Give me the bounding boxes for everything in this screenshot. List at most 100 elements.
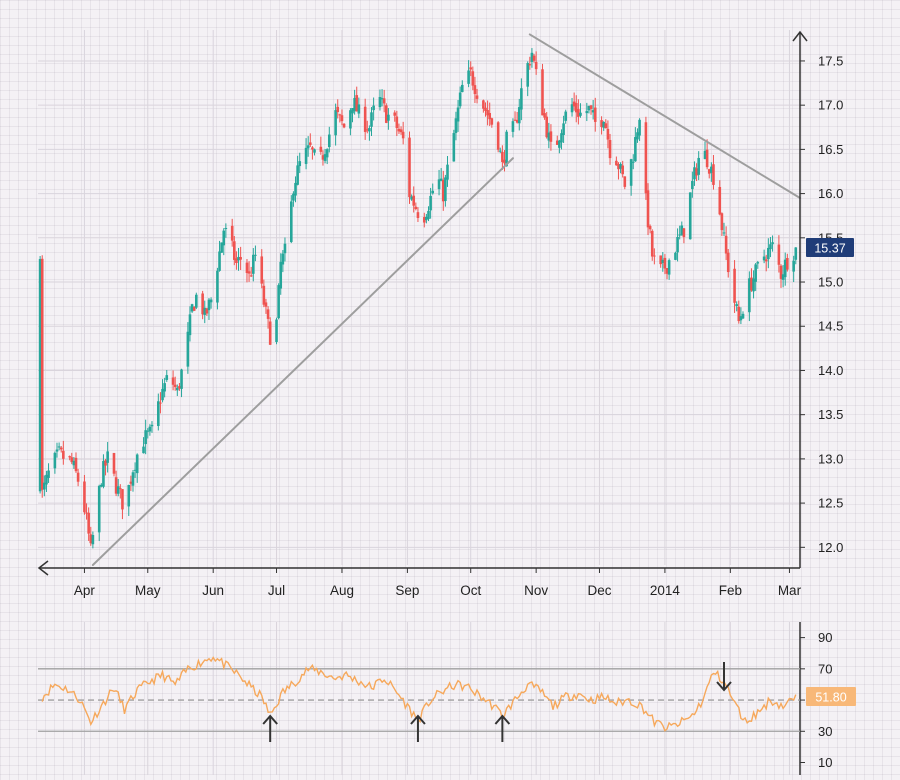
x-tick-label: Oct [460, 583, 481, 598]
candle [349, 108, 352, 136]
candle [513, 111, 517, 121]
candle-body [748, 278, 751, 313]
candle [163, 377, 166, 398]
candle-body [431, 190, 435, 194]
candle-body [218, 251, 221, 271]
candle [617, 162, 620, 180]
y-tick-label: 12.0 [818, 540, 843, 555]
candle [245, 258, 249, 283]
candle-body [57, 446, 61, 448]
candle [308, 133, 312, 147]
candle-body [298, 161, 302, 167]
candle [283, 237, 287, 262]
candle [644, 116, 648, 200]
candle-body [756, 262, 760, 264]
candle [292, 191, 295, 207]
gridlines [38, 30, 800, 775]
candle [718, 180, 722, 216]
candle-body [281, 253, 285, 265]
candle [218, 240, 221, 272]
x-tick-label: Nov [524, 583, 548, 598]
candle-body [520, 88, 523, 110]
candle-body [165, 375, 169, 380]
candle-body [397, 128, 401, 132]
candle-body [323, 154, 327, 161]
candle-body [703, 150, 707, 160]
candle-body [72, 460, 76, 466]
candle-body [665, 268, 669, 274]
candle [186, 322, 190, 374]
candle [735, 301, 738, 312]
candle-body [195, 294, 198, 308]
candle [135, 453, 139, 483]
candle-body [176, 387, 179, 391]
candle [526, 61, 530, 97]
candle-body [779, 265, 783, 279]
candle [116, 478, 120, 497]
candle [397, 123, 401, 134]
candle-body [585, 111, 589, 114]
candle [771, 235, 774, 252]
candle-body [53, 452, 57, 469]
candle [205, 307, 209, 316]
candle-body [76, 472, 80, 482]
candle-body [268, 321, 272, 345]
candle [414, 202, 418, 211]
candle [74, 452, 78, 473]
candle [688, 192, 692, 240]
x-tick-label: Feb [719, 583, 742, 598]
candle [570, 97, 574, 117]
candle-body [47, 470, 50, 478]
candle [289, 195, 293, 244]
candle-body [401, 131, 405, 139]
candle-body [458, 92, 462, 107]
candle [752, 270, 755, 299]
candle [40, 255, 44, 498]
candle [783, 252, 787, 286]
candle [678, 225, 681, 240]
candle [471, 66, 475, 91]
candle [431, 183, 435, 195]
candle [304, 138, 308, 170]
candle-body [237, 256, 240, 261]
candle-body [564, 111, 568, 121]
candle [264, 298, 268, 314]
rsi-panel: 1030507090 [38, 622, 832, 775]
candle [254, 245, 257, 262]
candle-body [427, 210, 430, 219]
candle-body [173, 384, 177, 387]
candle [549, 124, 553, 151]
candle-body [357, 104, 361, 114]
candle [203, 300, 207, 324]
candle [737, 300, 741, 324]
candle [528, 56, 532, 70]
candle-body [74, 457, 78, 472]
candle-body [490, 118, 494, 125]
candle-body [382, 98, 386, 104]
candle [233, 235, 236, 266]
candle [452, 129, 456, 162]
candle [372, 97, 375, 121]
candle [323, 149, 327, 164]
x-tick-label: Sep [395, 583, 419, 598]
candle-body [501, 151, 504, 163]
candle [726, 248, 730, 278]
candle [748, 271, 751, 322]
candle [439, 168, 443, 182]
candle [707, 168, 711, 179]
candle [693, 161, 696, 186]
candle [237, 247, 240, 271]
candle [378, 89, 382, 111]
candle-body [351, 108, 354, 114]
candle-body [467, 70, 470, 84]
candle [505, 129, 508, 167]
candle-body [70, 457, 74, 463]
candle-body [97, 485, 101, 533]
price-tag-label: 15.37 [814, 242, 845, 256]
candle [786, 253, 789, 272]
annotations [262, 662, 732, 742]
candle [76, 468, 80, 487]
candle-body [192, 306, 196, 311]
candle [680, 221, 684, 236]
candle [769, 236, 772, 258]
